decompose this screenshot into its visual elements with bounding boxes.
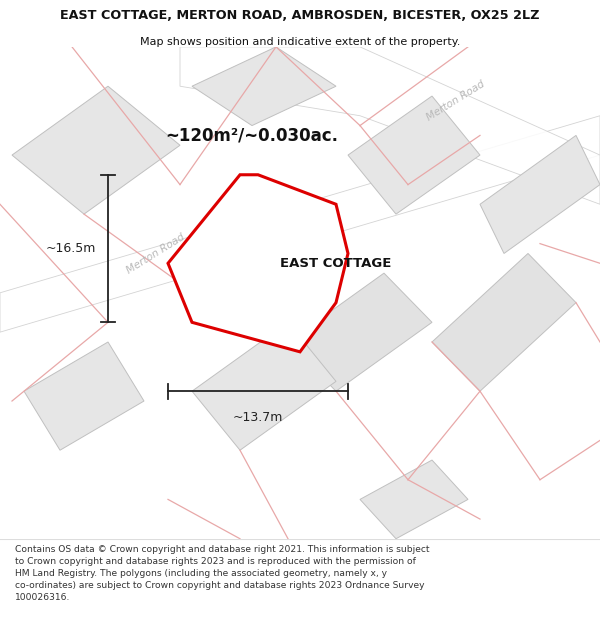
Text: ~120m²/~0.030ac.: ~120m²/~0.030ac. [166,126,338,144]
Text: Merton Road: Merton Road [125,232,187,276]
Polygon shape [480,136,600,254]
Text: ~13.7m: ~13.7m [233,411,283,424]
Text: ~16.5m: ~16.5m [46,242,96,255]
Polygon shape [24,342,144,450]
Text: EAST COTTAGE: EAST COTTAGE [280,257,392,270]
Text: Contains OS data © Crown copyright and database right 2021. This information is : Contains OS data © Crown copyright and d… [15,545,430,602]
Polygon shape [0,116,600,332]
Polygon shape [192,322,336,450]
Polygon shape [432,254,576,391]
Text: EAST COTTAGE, MERTON ROAD, AMBROSDEN, BICESTER, OX25 2LZ: EAST COTTAGE, MERTON ROAD, AMBROSDEN, BI… [60,9,540,22]
Polygon shape [360,460,468,539]
Polygon shape [168,175,348,352]
Polygon shape [348,96,480,214]
Polygon shape [180,47,600,204]
Polygon shape [288,273,432,391]
Polygon shape [12,86,180,214]
Text: Merton Road: Merton Road [425,79,487,123]
Text: Map shows position and indicative extent of the property.: Map shows position and indicative extent… [140,36,460,47]
Polygon shape [192,47,336,126]
